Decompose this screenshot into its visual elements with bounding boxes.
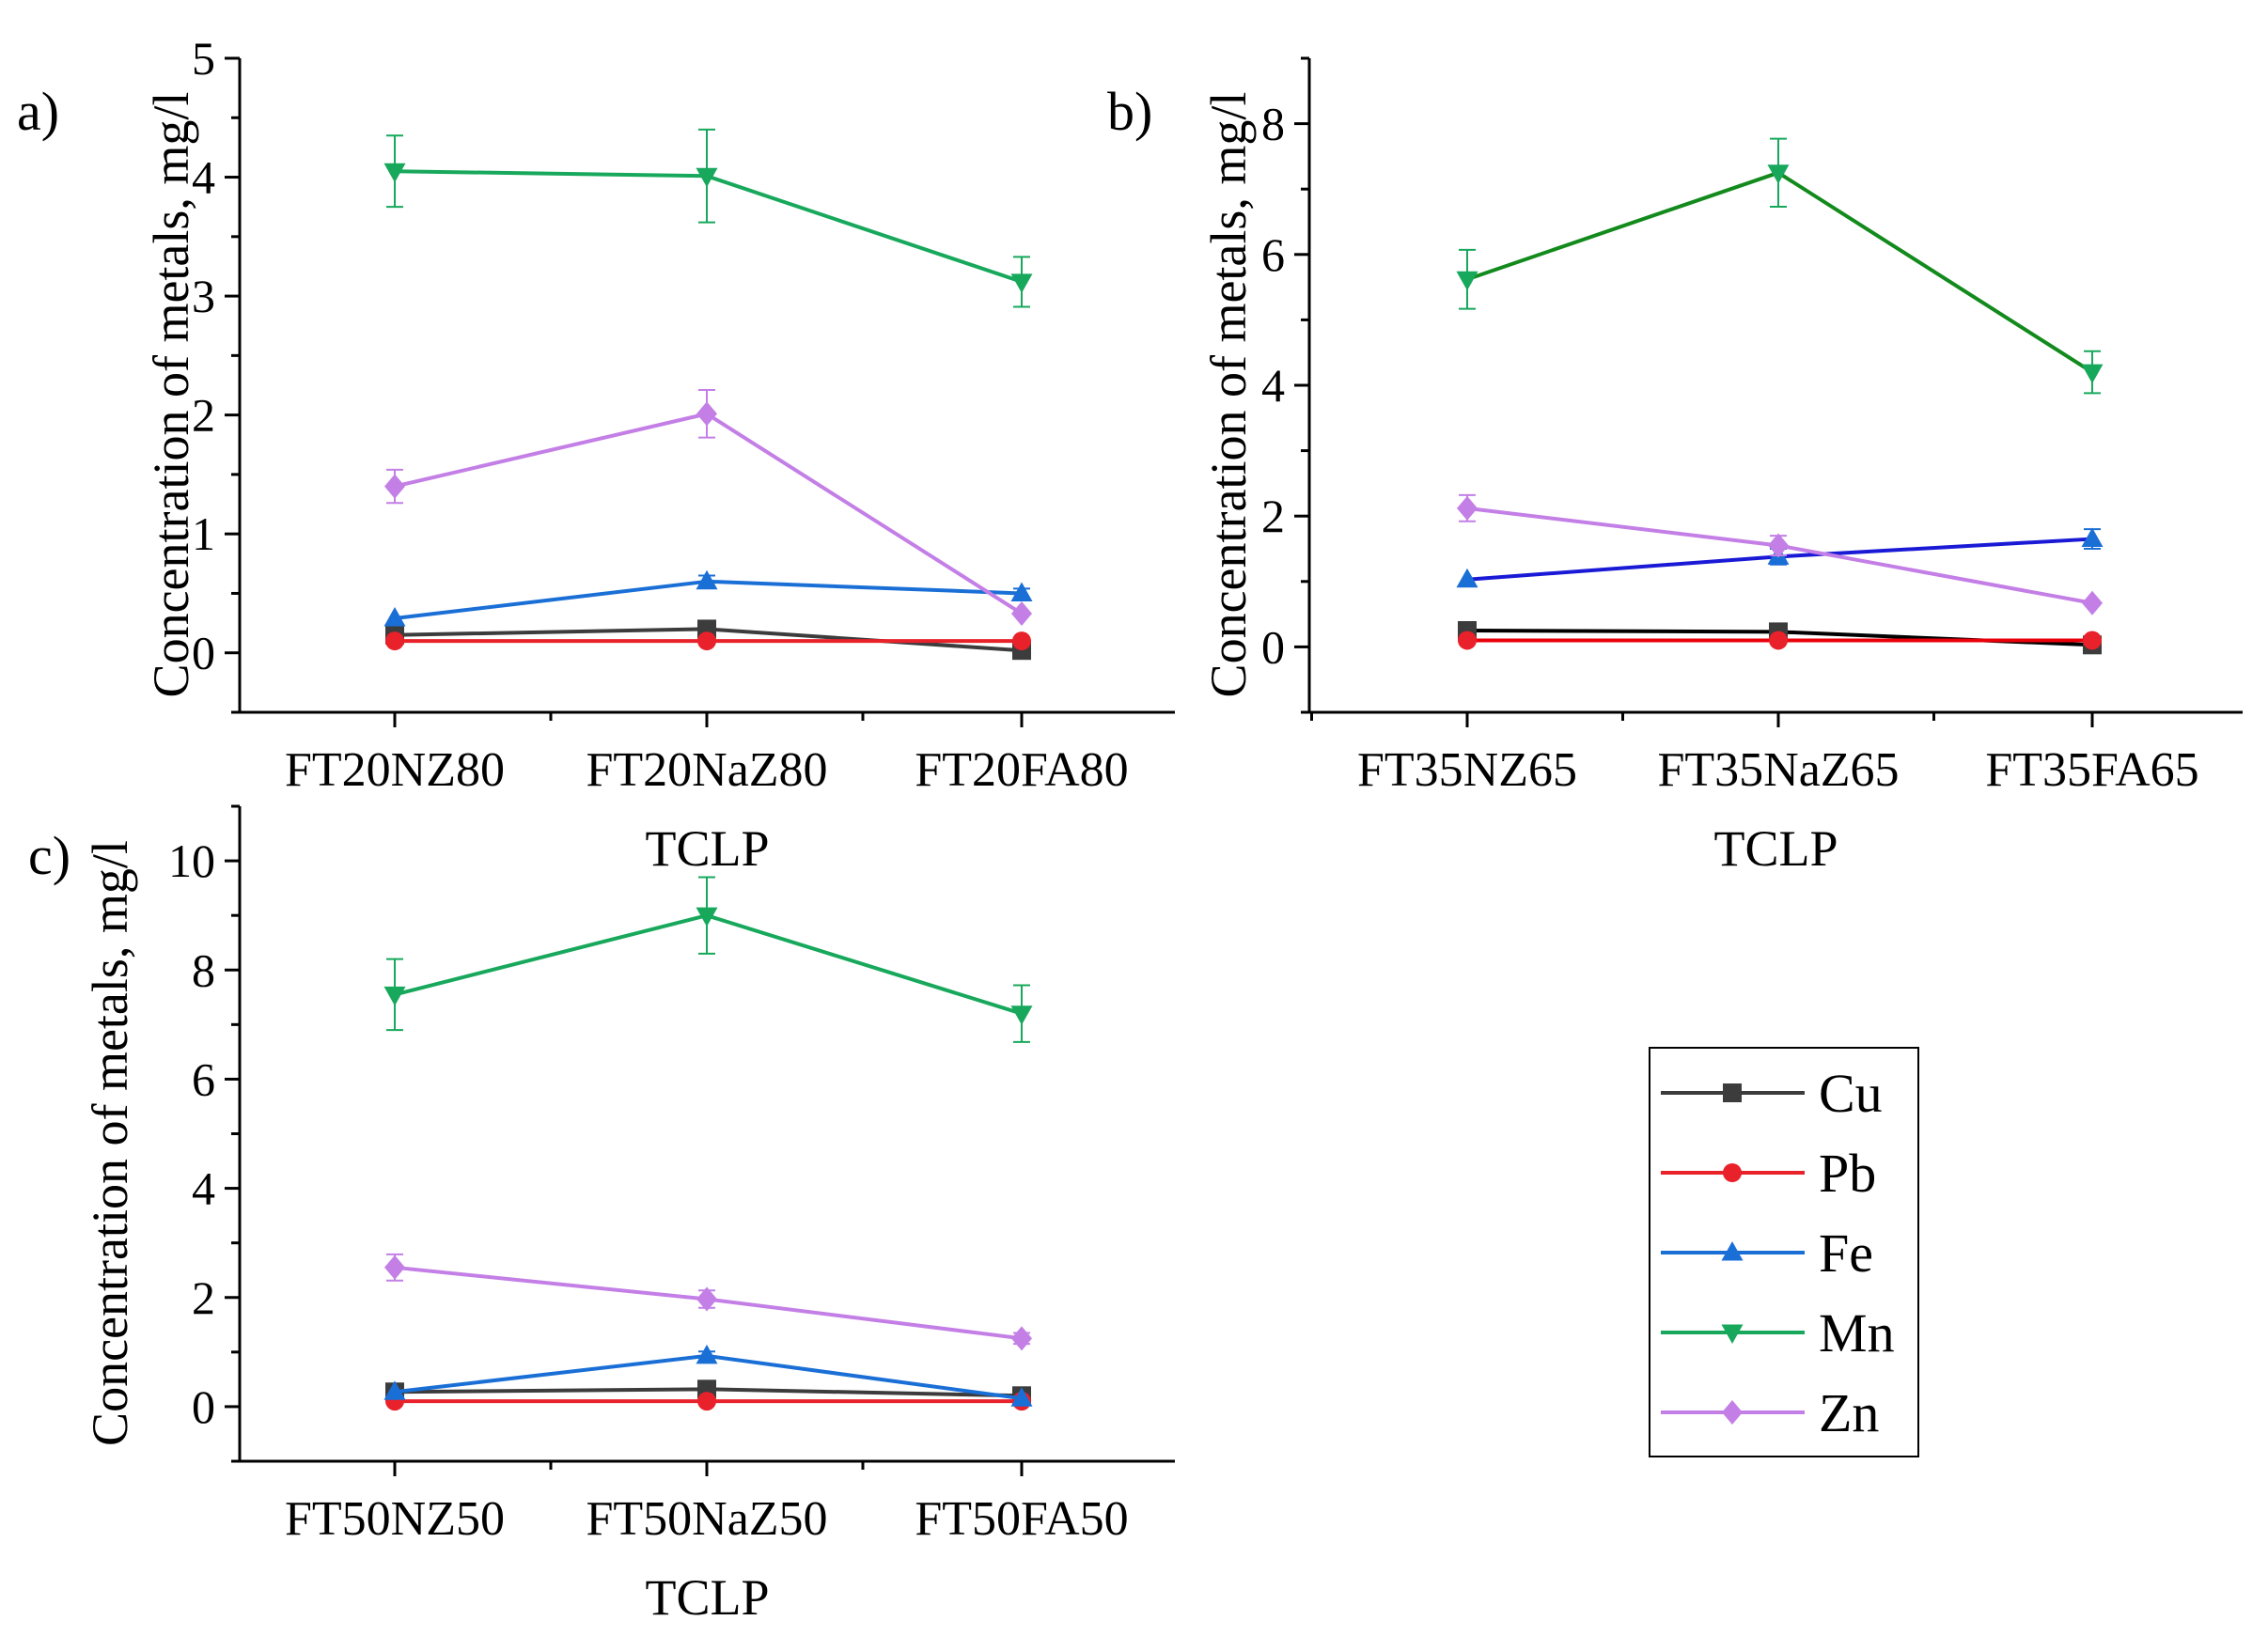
point-mn bbox=[1010, 1005, 1033, 1025]
y-tick-label: 2 bbox=[192, 389, 215, 442]
legend-label: Fe bbox=[1819, 1223, 1873, 1284]
y-tick-label: 10 bbox=[168, 834, 215, 887]
point-mn bbox=[383, 986, 406, 1006]
point-fe bbox=[1010, 582, 1033, 601]
x-tick-label: FT20NaZ80 bbox=[586, 743, 827, 797]
series-zn bbox=[384, 1253, 1032, 1351]
series-fe bbox=[383, 569, 1033, 627]
point-mn bbox=[1010, 273, 1033, 293]
point-mn bbox=[1767, 164, 1790, 184]
line-mn bbox=[1466, 170, 2094, 374]
legend-label: Pb bbox=[1819, 1143, 1876, 1204]
point-pb bbox=[1012, 631, 1031, 651]
y-tick-label: 8 bbox=[192, 943, 215, 996]
point-zn bbox=[1011, 600, 1032, 626]
y-tick-label: 0 bbox=[192, 1380, 215, 1433]
point-zn bbox=[384, 474, 405, 499]
series-fe bbox=[383, 1344, 1033, 1407]
point-mn bbox=[1456, 271, 1478, 291]
point-fe bbox=[696, 1344, 718, 1364]
point-zn bbox=[384, 1254, 405, 1280]
point-zn bbox=[696, 1286, 717, 1312]
x-axis-title: TCLP bbox=[1713, 820, 1838, 877]
point-pb bbox=[1458, 631, 1477, 650]
y-tick-label: 5 bbox=[192, 32, 215, 85]
panel-label: b) bbox=[1107, 81, 1152, 142]
point-zn bbox=[696, 401, 717, 427]
legend-marker bbox=[1721, 1241, 1744, 1261]
legend-marker bbox=[1722, 1400, 1743, 1425]
legend-label: Mn bbox=[1819, 1302, 1895, 1363]
point-zn bbox=[1768, 533, 1789, 558]
x-tick-label: FT35FA65 bbox=[1985, 743, 2198, 797]
line-mn bbox=[394, 169, 1023, 284]
y-tick-label: 3 bbox=[192, 270, 215, 322]
point-fe bbox=[2081, 527, 2104, 548]
point-fe bbox=[696, 569, 718, 590]
y-tick-label: 4 bbox=[192, 1162, 215, 1215]
y-tick-label: 8 bbox=[1261, 98, 1285, 150]
point-zn bbox=[1011, 1326, 1032, 1351]
panel-a: 0 1 2 3 4 5 FT20NZ80 FT20NaZ80 FT20FA80 TCLP Conce… bbox=[17, 32, 1175, 877]
legend-label: Zn bbox=[1819, 1382, 1879, 1443]
legend-marker bbox=[1723, 1083, 1742, 1102]
y-tick-label: 4 bbox=[192, 151, 215, 204]
y-tick-label: 2 bbox=[192, 1271, 215, 1324]
panel-label: c) bbox=[28, 825, 70, 886]
y-axis-title: Concentration of metals, mg/l bbox=[143, 92, 199, 698]
point-pb bbox=[697, 631, 716, 651]
x-tick-label: FT35NZ65 bbox=[1357, 743, 1577, 797]
series-mn bbox=[383, 876, 1033, 1043]
point-mn bbox=[696, 167, 718, 188]
series-zn bbox=[1457, 493, 2103, 615]
y-tick-label: 4 bbox=[1261, 359, 1285, 412]
point-pb bbox=[1769, 631, 1788, 650]
point-mn bbox=[383, 163, 406, 183]
point-pb bbox=[2083, 631, 2102, 650]
point-fe bbox=[1456, 568, 1478, 588]
legend-label: Cu bbox=[1819, 1063, 1883, 1124]
legend: Cu Pb Fe Mn Zn bbox=[1649, 1047, 1919, 1457]
x-tick-label: FT20FA80 bbox=[915, 743, 1128, 797]
y-tick-label: 1 bbox=[192, 507, 215, 560]
x-tick-label: FT35NaZ65 bbox=[1657, 743, 1899, 797]
y-tick-label: 0 bbox=[1261, 620, 1285, 673]
panel-b: 0 2 4 6 8 FT35NZ65 FT35NaZ65 FT35FA65 TCLP Concen… bbox=[1107, 56, 2243, 877]
x-axis-title: TCLP bbox=[645, 820, 769, 877]
point-fe bbox=[1010, 1387, 1033, 1407]
y-tick-label: 0 bbox=[192, 627, 215, 679]
y-tick-label: 2 bbox=[1261, 490, 1285, 542]
y-tick-label: 6 bbox=[1261, 228, 1285, 281]
series-zn bbox=[384, 389, 1032, 626]
series-pb bbox=[385, 631, 1031, 651]
y-tick-label: 6 bbox=[192, 1052, 215, 1105]
series-mn bbox=[1456, 137, 2104, 395]
y-axis-title: Concentration of metals, mg/l bbox=[1200, 92, 1257, 698]
y-axis-title: Concentration of metals, mg/l bbox=[82, 840, 138, 1446]
x-tick-label: FT50NZ50 bbox=[285, 1492, 505, 1546]
line-mn bbox=[394, 913, 1023, 1016]
point-pb bbox=[385, 631, 404, 651]
series-mn bbox=[383, 128, 1033, 308]
point-mn bbox=[696, 907, 718, 927]
series-pb bbox=[1458, 631, 2102, 650]
x-tick-label: FT50FA50 bbox=[915, 1492, 1128, 1546]
panel-label: a) bbox=[17, 81, 59, 142]
x-axis-title: TCLP bbox=[645, 1569, 769, 1626]
point-zn bbox=[2082, 590, 2103, 615]
x-tick-label: FT50NaZ50 bbox=[586, 1492, 827, 1546]
panel-c: 0 2 4 6 8 10 FT50NZ50 FT50NaZ50 FT50FA50 TCLP Conc… bbox=[28, 804, 1175, 1626]
point-fe bbox=[383, 607, 406, 627]
point-zn bbox=[1457, 495, 1478, 521]
point-mn bbox=[2081, 364, 2104, 384]
legend-marker bbox=[1721, 1324, 1744, 1344]
point-pb bbox=[697, 1392, 716, 1411]
point-fe bbox=[383, 1380, 406, 1400]
legend-marker bbox=[1723, 1163, 1742, 1182]
x-tick-label: FT20NZ80 bbox=[285, 743, 505, 797]
